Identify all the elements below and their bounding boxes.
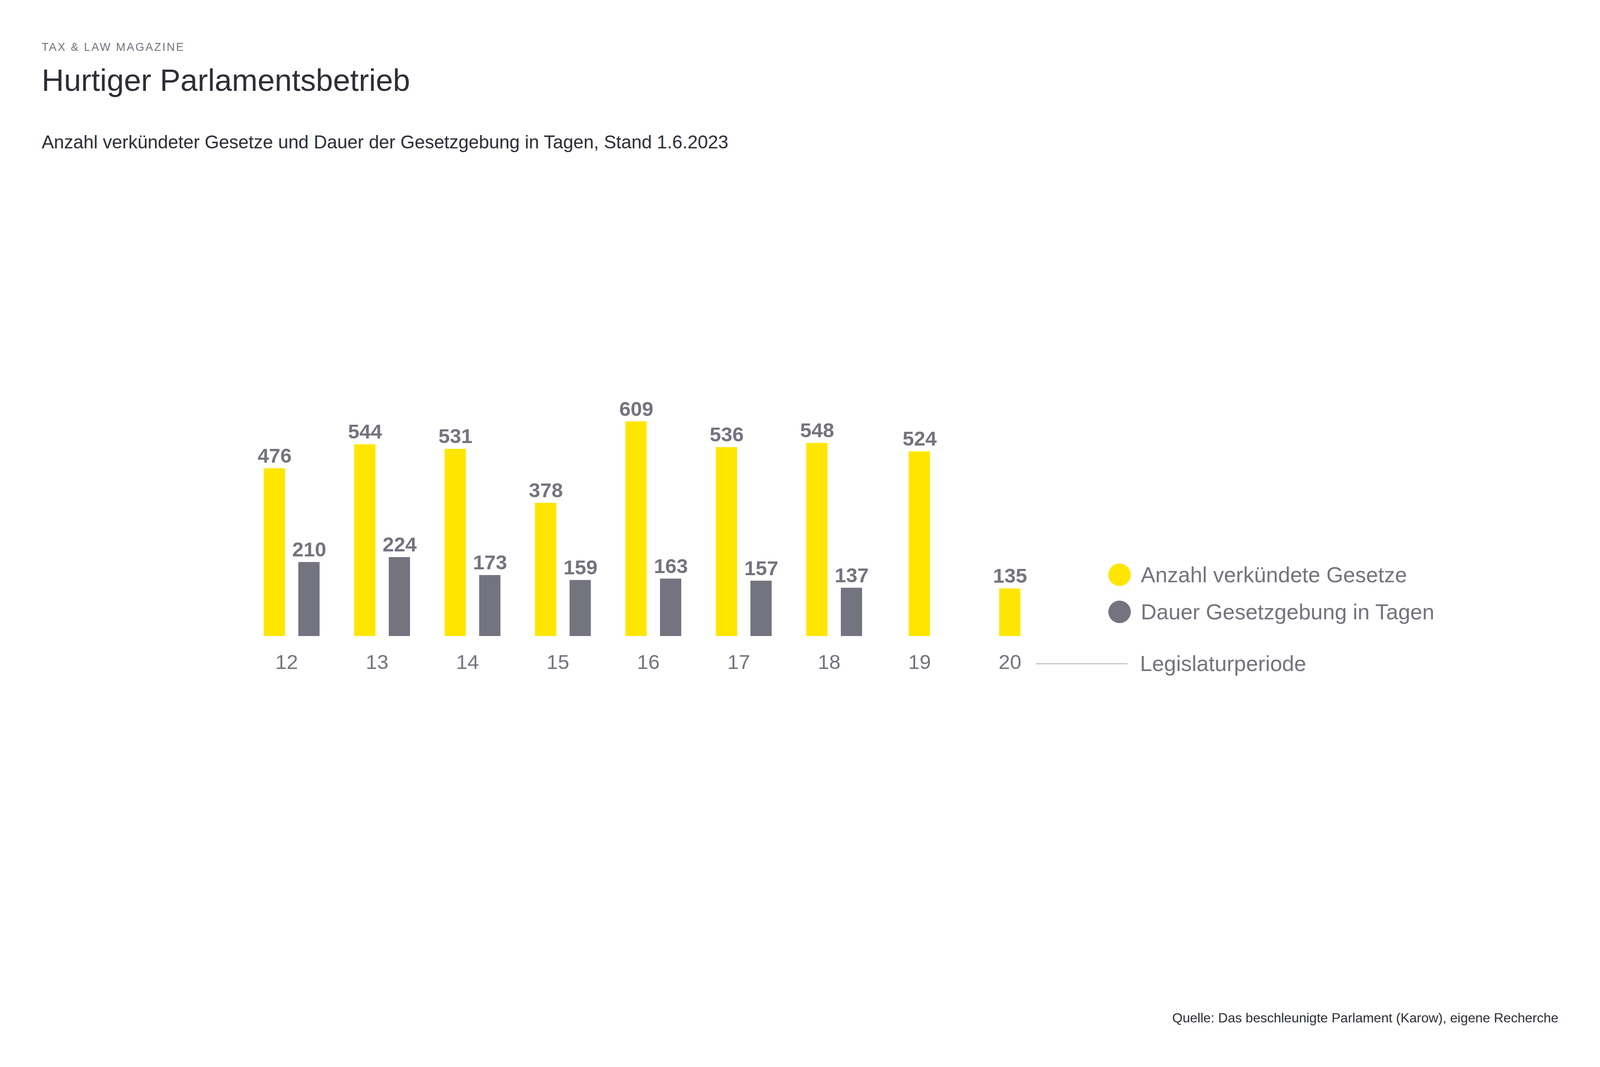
svg-text:137: 137: [834, 563, 869, 587]
svg-text:159: 159: [563, 555, 598, 579]
svg-text:531: 531: [438, 424, 473, 448]
html-text:Anzahl verkündeter Gesetze und: Anzahl verkündeter Gesetze und Dauer der…: [41, 131, 729, 153]
svg-text:224: 224: [382, 532, 417, 556]
html-text:Dauer Gesetzgebung in Tagen: Dauer Gesetzgebung in Tagen: [1140, 599, 1435, 624]
svg-text:378: 378: [528, 478, 563, 502]
svg-text:18: 18: [817, 650, 841, 673]
svg-text:20: 20: [998, 650, 1022, 673]
svg-text:16: 16: [637, 650, 660, 673]
svg-text:13: 13: [365, 650, 389, 673]
html-text:Legislaturperiode: Legislaturperiode: [1140, 651, 1307, 676]
svg-text:609: 609: [619, 397, 654, 420]
svg-text:14: 14: [456, 650, 480, 673]
svg-text:476: 476: [257, 444, 292, 467]
html-text:Hurtiger Parlamentsbetrieb: Hurtiger Parlamentsbetrieb: [41, 62, 411, 98]
svg-text:173: 173: [472, 550, 508, 574]
svg-text:544: 544: [347, 420, 383, 443]
svg-text:548: 548: [800, 418, 835, 442]
svg-text:135: 135: [992, 564, 1028, 587]
svg-text:157: 157: [744, 556, 779, 580]
html-text:Anzahl verkündete Gesetze: Anzahl verkündete Gesetze: [1140, 562, 1407, 587]
svg-text:536: 536: [709, 422, 744, 446]
html-text:TAX & LAW MAGAZINE: TAX & LAW MAGAZINE: [41, 40, 185, 54]
svg-text:12: 12: [275, 650, 299, 673]
svg-text:17: 17: [727, 650, 751, 673]
html-text:Quelle: Das beschleunigte Parl: Quelle: Das beschleunigte Parlament (Kar…: [1172, 1010, 1559, 1025]
svg-text:524: 524: [902, 427, 937, 450]
svg-text:210: 210: [292, 537, 327, 561]
svg-text:19: 19: [908, 650, 932, 673]
svg-text:163: 163: [653, 554, 688, 578]
svg-text:15: 15: [546, 650, 570, 673]
